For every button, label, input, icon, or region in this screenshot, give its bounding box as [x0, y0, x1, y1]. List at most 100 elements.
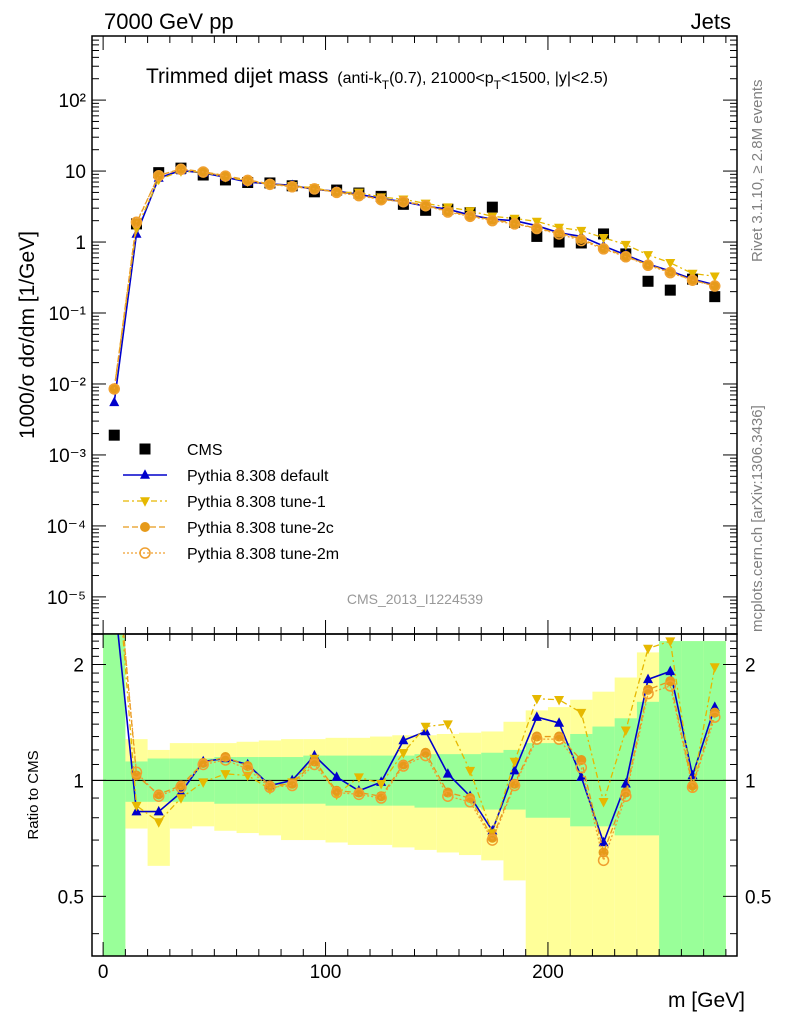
ratio-point-tune1	[576, 708, 587, 719]
legend-label-default: Pythia 8.308 default	[187, 468, 329, 485]
ratio-point-tune2m	[442, 790, 454, 802]
ratio-point-default	[554, 717, 565, 727]
point-tune2m	[264, 178, 276, 191]
ratio-y-tick-label-right: 0.5	[745, 887, 771, 908]
ratio-point-tune2m	[308, 758, 321, 771]
ratio-point-tune1	[620, 726, 631, 736]
mcplots-label: mcplots.cern.ch [arXiv:1306.3436]	[749, 405, 766, 632]
point-tune2c	[153, 170, 164, 181]
plot-title: Trimmed dijet mass (anti-kT(0.7), 21000<…	[146, 65, 608, 92]
point-tune2m	[508, 218, 521, 230]
point-tune1	[643, 251, 654, 261]
ratio-line-tune2m	[122, 634, 716, 863]
point-data	[709, 291, 721, 303]
ratio-point-tune1	[554, 695, 565, 706]
ratio-point-tune2m	[375, 792, 387, 804]
ratio-point-tune1	[376, 780, 387, 790]
point-tune2m	[286, 181, 298, 193]
ratio-point-tune2c	[109, 528, 119, 538]
ratio-point-default	[109, 591, 119, 601]
main-axes: 10⁻⁵ 10⁻⁴ 10⁻³ 10⁻² 10⁻¹ 1 10 10²	[47, 35, 738, 635]
point-tune2m	[130, 216, 143, 229]
ratio-point-tune1	[353, 773, 364, 783]
band-inner	[103, 634, 126, 956]
point-tune2m	[442, 206, 454, 218]
point-data	[598, 228, 610, 240]
point-tune2m	[709, 280, 721, 292]
ratio-point-default	[331, 771, 342, 781]
point-tune1	[665, 259, 676, 269]
ratio-point-default	[398, 734, 409, 745]
ratio-point-tune2c	[442, 787, 453, 798]
ratio-point-tune2m	[219, 754, 232, 766]
point-tune2m	[197, 166, 209, 178]
point-tune2c	[420, 200, 431, 211]
ratio-point-default	[643, 673, 654, 684]
ratio-point-tune1	[175, 794, 186, 804]
point-tune2c	[287, 181, 298, 192]
point-tune2m	[464, 210, 476, 223]
point-data	[108, 429, 120, 441]
band-inner	[681, 641, 704, 956]
ratio-point-tune2m	[241, 763, 254, 775]
ratio-point-tune2m	[286, 779, 298, 792]
legend: CMS Pythia 8.308 default Pythia 8.308 tune…	[123, 442, 339, 563]
ratio-point-tune2m	[709, 711, 721, 723]
ratio-point-tune2m	[508, 779, 521, 792]
band-inner	[592, 726, 615, 827]
point-tune2m	[531, 222, 543, 235]
y-tick-label: 10⁻³	[49, 446, 87, 467]
legend-label-tune2m: Pythia 8.308 tune-2m	[187, 546, 339, 563]
ratio-point-tune2m	[419, 749, 432, 762]
ratio-line-default	[117, 634, 716, 845]
point-tune2m	[553, 228, 565, 240]
ratio-point-tune1	[109, 525, 119, 535]
point-data	[664, 284, 676, 296]
y-tick-label: 10²	[59, 91, 86, 112]
main-frame	[91, 35, 738, 635]
point-tune2m	[108, 383, 120, 395]
point-tune2m	[575, 234, 588, 247]
point-tune2m	[219, 170, 232, 182]
point-default	[109, 396, 120, 407]
ratio-point-tune2m	[175, 781, 187, 793]
analysis-id-label: CMS_2013_I1224539	[347, 591, 483, 607]
ratio-point-tune1	[153, 818, 164, 828]
point-tune2m	[686, 274, 699, 286]
y-tick-label: 10	[65, 162, 86, 183]
ratio-point-tune1	[598, 798, 609, 808]
point-tune2m	[241, 174, 254, 187]
ratio-point-tune1	[442, 720, 453, 730]
ratio-point-tune2m	[642, 687, 654, 700]
ratio-point-default	[598, 836, 609, 847]
point-tune2c	[353, 189, 364, 200]
ratio-y-tick-label: 0.5	[58, 887, 84, 908]
y-tick-label: 10⁻¹	[49, 304, 87, 325]
point-tune2c	[220, 170, 231, 181]
ratio-point-tune2c	[643, 684, 654, 695]
ratio-point-tune1	[531, 694, 542, 705]
point-tune2c	[509, 218, 520, 229]
series-line-tune2m	[113, 168, 715, 390]
y-tick-label: 10⁻²	[49, 375, 87, 396]
ratio-point-tune2m	[686, 781, 699, 793]
ratio-point-tune2m	[109, 528, 119, 538]
ratio-point-tune2m	[531, 733, 543, 745]
point-tune2c	[242, 174, 253, 185]
ratio-y-tick-label: 2	[73, 655, 84, 676]
y-axis-title: 1000/σ dσ/dm [1/GeV]	[16, 231, 39, 439]
legend-marker-tune2m	[139, 547, 151, 559]
ratio-y-axis-title: Ratio to CMS	[25, 750, 42, 839]
legend-marker-tune2c	[140, 522, 150, 532]
x-axis-title: m [GeV]	[668, 989, 745, 1012]
ratio-point-tune2c	[309, 756, 320, 767]
ratio-point-tune2c	[420, 747, 431, 758]
ratio-point-tune2m	[575, 761, 588, 774]
legend-label-tune1: Pythia 8.308 tune-1	[187, 494, 326, 511]
point-tune2m	[353, 189, 365, 202]
energy-label: 7000 GeV pp	[104, 9, 234, 34]
ratio-y-tick-label-right: 1	[745, 771, 756, 792]
point-tune2m	[175, 163, 187, 176]
ratio-point-tune2m	[553, 733, 565, 745]
ratio-series-layer	[92, 525, 737, 867]
